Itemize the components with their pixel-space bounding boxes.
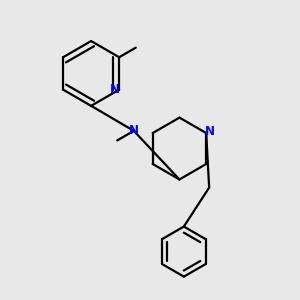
Text: N: N	[129, 124, 139, 137]
Text: N: N	[205, 125, 215, 138]
Text: N: N	[110, 83, 120, 96]
